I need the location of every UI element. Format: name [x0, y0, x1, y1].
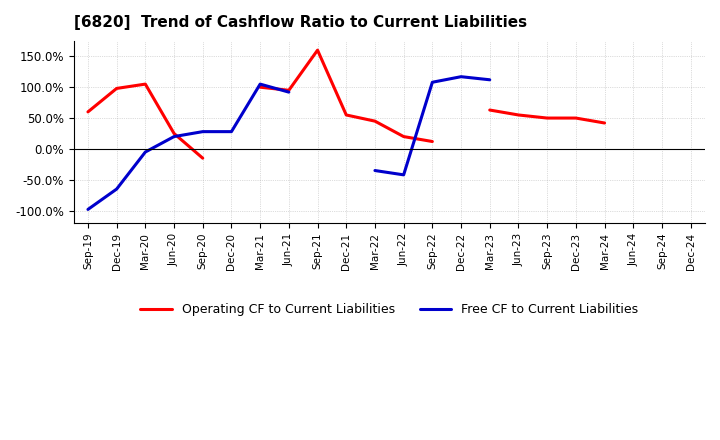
- Free CF to Current Liabilities: [170, 134, 179, 139]
- Operating CF to Current Liabilities: [170, 131, 179, 136]
- Legend: Operating CF to Current Liabilities, Free CF to Current Liabilities: Operating CF to Current Liabilities, Fre…: [135, 298, 643, 322]
- Free CF to Current Liabilities: [141, 149, 150, 154]
- Free CF to Current Liabilities: [112, 187, 121, 192]
- Operating CF to Current Liabilities: [84, 109, 92, 114]
- Free CF to Current Liabilities: [199, 129, 207, 134]
- Line: Free CF to Current Liabilities: Free CF to Current Liabilities: [88, 84, 289, 209]
- Free CF to Current Liabilities: [284, 89, 293, 95]
- Free CF to Current Liabilities: [84, 207, 92, 212]
- Operating CF to Current Liabilities: [112, 86, 121, 91]
- Free CF to Current Liabilities: [256, 81, 264, 87]
- Operating CF to Current Liabilities: [141, 81, 150, 87]
- Free CF to Current Liabilities: [227, 129, 235, 134]
- Text: [6820]  Trend of Cashflow Ratio to Current Liabilities: [6820] Trend of Cashflow Ratio to Curren…: [73, 15, 527, 30]
- Line: Operating CF to Current Liabilities: Operating CF to Current Liabilities: [88, 84, 203, 158]
- Operating CF to Current Liabilities: [199, 156, 207, 161]
